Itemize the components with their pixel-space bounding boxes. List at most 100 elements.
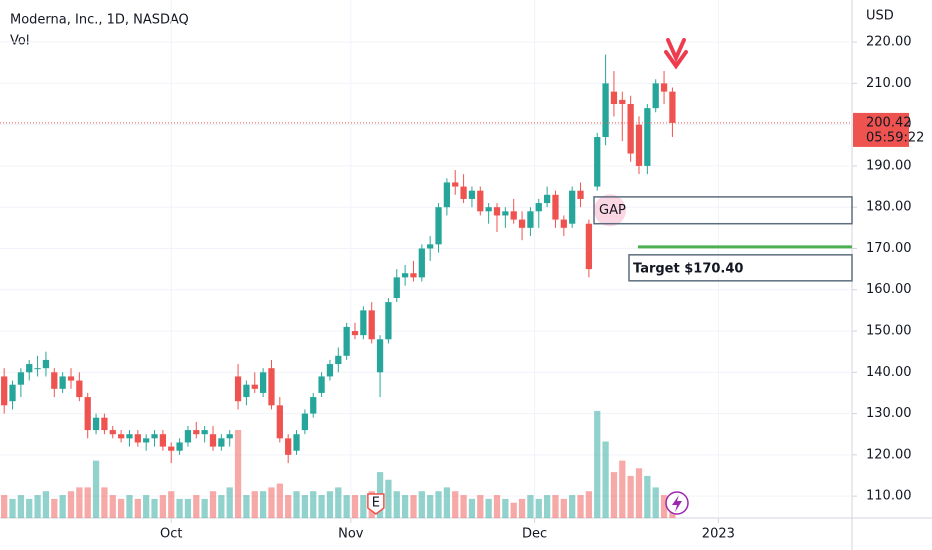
volume-bar (218, 495, 225, 518)
currency-label: USD (866, 9, 894, 24)
candle-body (452, 182, 459, 187)
candle-body (67, 376, 75, 381)
candle-body (226, 434, 233, 439)
x-tick-label: 2023 (702, 527, 735, 542)
volume-bar (310, 491, 317, 518)
candle-body (393, 277, 400, 299)
volume-bar (276, 483, 283, 518)
y-tick-label: 150.00 (866, 324, 912, 339)
candle-body (268, 368, 275, 406)
volume-bar (552, 495, 559, 518)
candle-body (218, 438, 225, 447)
candle-body (326, 364, 334, 377)
candle-body (602, 83, 609, 138)
volume-bar (76, 487, 83, 518)
volume-bar (293, 491, 300, 518)
volume-bar (452, 491, 459, 518)
y-tick-label: 220.00 (866, 35, 912, 50)
volume-bar (535, 498, 542, 518)
volume-bar (34, 495, 41, 518)
volume-bar (268, 487, 275, 518)
last-price-box (853, 112, 909, 147)
candle-body (560, 219, 567, 228)
y-tick-label: 110.00 (866, 489, 912, 504)
volume-bar (351, 495, 359, 518)
volume-bar (326, 491, 334, 518)
y-tick-label: 160.00 (866, 282, 912, 297)
earnings-label: E (372, 496, 380, 511)
candle-body (151, 434, 158, 439)
lightning (672, 495, 682, 512)
volume-bar (176, 498, 183, 518)
candle-body (285, 438, 292, 455)
candle-body (351, 331, 359, 336)
candle-body (293, 434, 300, 451)
y-tick-label: 170.00 (866, 241, 912, 256)
volume-bar (418, 491, 425, 518)
candle-body (59, 376, 66, 389)
y-tick-label: 210.00 (866, 76, 912, 91)
volume-bar (318, 495, 325, 518)
candle-body (9, 384, 16, 402)
volume-bar (193, 495, 200, 518)
candle-body (610, 91, 618, 105)
volume-bar (51, 498, 58, 518)
candle-body (335, 355, 342, 365)
candle-body (368, 310, 375, 340)
volume-bar (84, 487, 91, 518)
candle-body (652, 83, 659, 109)
volume-bar (201, 498, 208, 518)
last-price-label: 200.42 (866, 115, 912, 130)
candle-body (669, 91, 676, 123)
candle-body (276, 405, 283, 439)
candle-body (418, 248, 425, 278)
down-arrow (664, 38, 688, 70)
x-tick-label: Dec (522, 527, 547, 542)
candle-body (427, 244, 434, 249)
candle-body (552, 194, 559, 220)
candle-body (126, 434, 133, 439)
candle-body (343, 326, 350, 356)
candle-body (594, 137, 601, 187)
volume-bar (109, 495, 116, 518)
volume-bar (468, 498, 476, 518)
candle-body (101, 417, 108, 431)
volume-bar (259, 491, 267, 518)
candle-body (168, 446, 175, 451)
volume-bar (427, 495, 434, 518)
volume-bar (243, 495, 250, 518)
candle-body (76, 380, 83, 398)
volume-bar (335, 487, 342, 518)
volume-bar (26, 498, 33, 518)
volume-bar (477, 495, 484, 518)
volume-bar (518, 498, 526, 518)
candle-body (435, 207, 442, 245)
volume-bar (209, 491, 217, 518)
candle-body (635, 124, 643, 166)
volume-bar (17, 495, 25, 518)
volume-bar (502, 498, 509, 518)
volume-bar (67, 491, 75, 518)
volume-bar (143, 495, 150, 518)
volume-bar (460, 495, 467, 518)
candle-body (251, 384, 258, 389)
candle-body (493, 207, 501, 216)
candle-body (243, 384, 250, 398)
candle-body (42, 359, 50, 369)
volume-bar (134, 498, 141, 518)
candle-body (577, 190, 584, 199)
volume-label: Vol (10, 34, 29, 49)
volume-bar (360, 495, 367, 518)
candle-body (543, 194, 551, 204)
volume-bar (543, 495, 551, 518)
volume-bar (385, 479, 392, 518)
candle-body (310, 397, 317, 414)
volume-bar (610, 472, 618, 518)
candle-body (26, 364, 33, 373)
candle-body (117, 434, 125, 439)
candle-body (502, 211, 509, 216)
volume-bar (635, 468, 643, 518)
volume-bar (42, 491, 50, 518)
candle-body (184, 430, 192, 443)
volume-bar (126, 495, 133, 518)
